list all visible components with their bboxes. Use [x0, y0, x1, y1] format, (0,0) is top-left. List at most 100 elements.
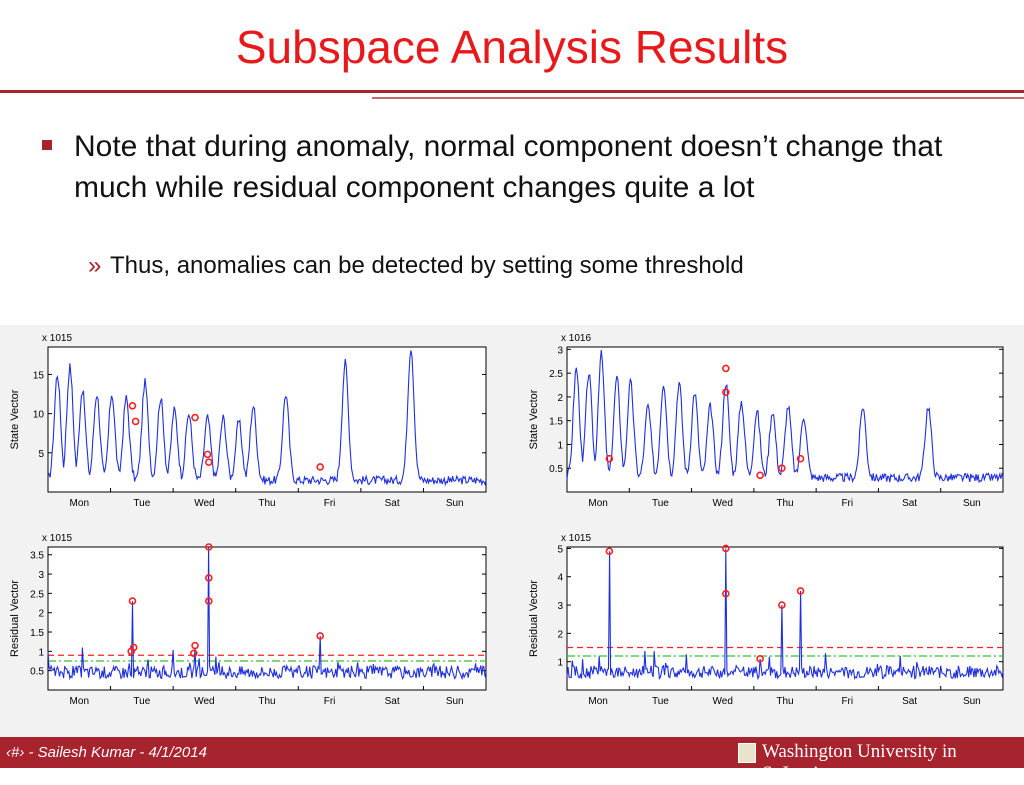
y-axis-label: State Vector	[528, 389, 540, 449]
anomaly-marker	[756, 471, 764, 480]
plot-area	[566, 546, 1004, 691]
x-tick-label: Sun	[446, 696, 464, 707]
anomaly-marker	[796, 587, 805, 595]
y-tick-label: 10	[33, 410, 45, 421]
exponent-label: x 1016	[561, 333, 591, 344]
anomaly-marker	[205, 458, 213, 467]
anomaly-marker	[127, 647, 136, 656]
y-tick-label: 0.5	[549, 464, 563, 475]
anomaly-marker	[796, 454, 805, 463]
footer-text: ‹#› - Sailesh Kumar - 4/1/2014	[6, 744, 207, 761]
anomaly-marker	[203, 450, 212, 459]
x-tick-label: Tue	[652, 498, 669, 509]
university-shield-icon	[738, 743, 756, 763]
anomaly-marker	[131, 417, 140, 426]
y-axis-label: Residual Vector	[528, 580, 540, 657]
x-tick-label: Thu	[258, 498, 275, 509]
series-line	[566, 349, 1004, 484]
footer-university: Washington University in St.Louis	[762, 741, 957, 784]
x-tick-label: Tue	[652, 696, 669, 707]
anomaly-marker	[605, 454, 614, 463]
charts-panel: x 1015 State Vector 5 10 15 Mon Tue Wed Thu Fri Sa…	[0, 325, 1024, 737]
x-tick-label: Fri	[324, 498, 336, 509]
x-tick-label: Mon	[70, 696, 89, 707]
anomaly-marker	[128, 401, 137, 410]
x-tick-label: Sat	[385, 696, 400, 707]
title-divider	[0, 90, 1024, 93]
x-tick-label: Wed	[194, 696, 214, 707]
y-tick-label: 3.5	[30, 551, 44, 562]
x-tick-label: Wed	[713, 498, 733, 509]
plot-area	[47, 346, 487, 493]
series-line	[566, 548, 1004, 681]
anomaly-marker	[205, 597, 213, 605]
y-tick-label: 2.5	[549, 369, 563, 380]
sub-bullet-marker: »	[88, 252, 102, 279]
slide-title: Subspace Analysis Results	[235, 21, 789, 73]
y-tick-label: 1	[557, 658, 563, 669]
anomaly-marker	[205, 543, 213, 551]
chart-1: x 1015 State Vector 5 10 15 Mon Tue Wed Thu Fri Sa…	[9, 333, 487, 509]
anomaly-marker	[205, 574, 213, 582]
y-tick-label: 2	[557, 393, 563, 404]
x-tick-label: Thu	[776, 498, 793, 509]
y-tick-label: 2	[38, 609, 44, 620]
chart-3: x 1015 Residual Vector 0.5 1 1.5 2 2.5 3 3.5 Mon T…	[9, 533, 487, 707]
y-tick-label: 4	[557, 573, 563, 584]
y-tick-label: 0.5	[30, 667, 44, 678]
chart-2: x 1016 State Vector 0.5 1 1.5 2 2.5 3 Mon Tue Wed T…	[528, 333, 1004, 509]
y-tick-label: 2	[557, 629, 563, 640]
anomaly-marker	[316, 632, 324, 640]
footer-bar: ‹#› - Sailesh Kumar - 4/1/2014 Washingto…	[0, 737, 1024, 784]
y-tick-label: 2.5	[30, 589, 44, 600]
y-tick-label: 5	[557, 544, 563, 555]
x-tick-label: Tue	[133, 498, 150, 509]
exponent-label: x 1015	[42, 333, 72, 344]
anomaly-marker	[722, 544, 730, 553]
exponent-label: x 1015	[42, 533, 72, 544]
series-line	[47, 546, 487, 681]
y-tick-label: 1.5	[30, 628, 44, 639]
sub-bullet-text: Thus, anomalies can be detected by setti…	[110, 252, 744, 279]
x-tick-label: Wed	[194, 498, 214, 509]
anomaly-marker	[722, 364, 730, 373]
chart-4: x 1015 Residual Vector 1 2 3 4 5 Mon Tue Wed Thu Fr…	[528, 533, 1004, 707]
anomaly-marker	[189, 649, 198, 658]
x-tick-label: Fri	[841, 498, 853, 509]
x-tick-label: Thu	[776, 696, 793, 707]
x-tick-label: Fri	[324, 696, 336, 707]
anomaly-marker	[191, 641, 199, 650]
anomaly-marker	[756, 655, 764, 663]
y-tick-label: 3	[38, 570, 44, 581]
exponent-label: x 1015	[561, 533, 591, 544]
anomaly-marker	[316, 463, 324, 471]
y-tick-label: 5	[38, 449, 44, 460]
y-tick-label: 15	[33, 370, 45, 381]
plot-area	[47, 546, 487, 691]
bullet-text: Note that during anomaly, normal compone…	[74, 130, 943, 204]
bullet-square-icon	[42, 140, 52, 150]
y-tick-label: 1	[38, 647, 44, 658]
y-tick-label: 3	[557, 345, 563, 356]
x-tick-label: Mon	[588, 696, 607, 707]
anomaly-marker	[128, 597, 137, 605]
x-tick-label: Tue	[133, 696, 150, 707]
anomaly-marker	[722, 388, 730, 396]
anomaly-marker	[605, 547, 614, 556]
anomaly-marker	[778, 464, 786, 473]
x-tick-label: Sat	[385, 498, 400, 509]
x-tick-label: Thu	[258, 696, 275, 707]
x-tick-label: Sat	[902, 696, 917, 707]
x-tick-label: Sun	[963, 696, 981, 707]
x-tick-label: Sun	[446, 498, 464, 509]
series-line	[47, 350, 487, 487]
title-divider-thin	[372, 97, 1024, 99]
y-tick-label: 3	[557, 601, 563, 612]
x-tick-label: Mon	[588, 498, 607, 509]
y-tick-label: 1	[557, 440, 563, 451]
x-tick-label: Mon	[70, 498, 89, 509]
x-tick-label: Fri	[841, 696, 853, 707]
anomaly-marker	[191, 413, 199, 422]
y-axis-label: Residual Vector	[9, 580, 21, 657]
